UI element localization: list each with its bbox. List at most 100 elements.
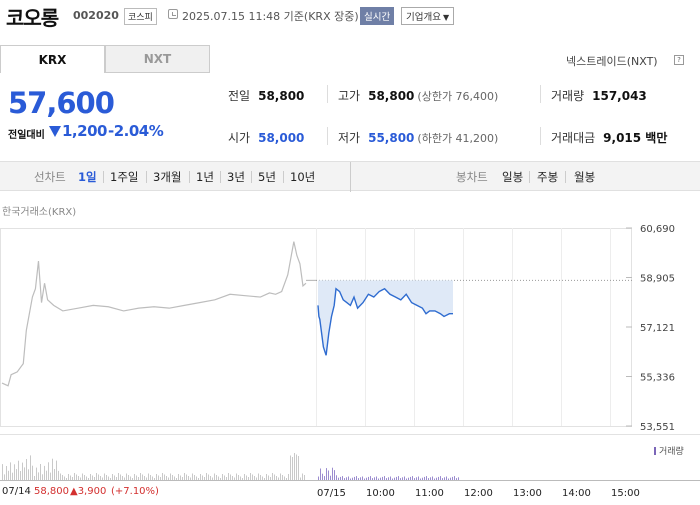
company-info-dropdown[interactable]: 기업개요 ▼ xyxy=(401,7,455,25)
volume-bar xyxy=(74,473,75,480)
volume-bar xyxy=(206,473,207,480)
volume-bar xyxy=(340,476,341,480)
volume-bar xyxy=(238,475,239,480)
stat-low: 저가 55,800 (하한가 41,200) xyxy=(338,129,498,146)
current-price: 57,600 xyxy=(8,86,115,120)
volume-bar xyxy=(116,477,117,480)
volume-bar xyxy=(72,477,73,480)
volume-bar xyxy=(260,475,261,480)
stat-prev: 전일 58,800 xyxy=(228,87,304,104)
volume-bar xyxy=(244,474,245,480)
period-10y[interactable]: 10년 xyxy=(290,170,316,184)
period-1d[interactable]: 1일 xyxy=(78,170,97,184)
volume-bar xyxy=(144,476,145,480)
volume-bar xyxy=(412,476,413,480)
tab-nxt[interactable]: NXT xyxy=(105,45,210,73)
x-tick-label: 11:00 xyxy=(415,488,444,499)
volume-bar xyxy=(90,474,91,480)
volume-bar xyxy=(346,477,347,480)
volume-bar xyxy=(332,467,333,480)
volume-bar xyxy=(288,474,289,480)
volume-bar xyxy=(274,474,275,480)
volume-bar xyxy=(160,477,161,480)
volume-bar xyxy=(56,460,57,480)
volume-bar xyxy=(436,477,437,480)
nextrade-link[interactable]: 넥스트레이드(NXT) xyxy=(566,55,658,68)
volume-bar xyxy=(324,476,325,480)
divider xyxy=(220,171,221,183)
volume-bar xyxy=(214,473,215,480)
volume-bar xyxy=(252,474,253,480)
volume-bar xyxy=(268,475,269,480)
volume-bar xyxy=(426,476,427,480)
volume-bar xyxy=(292,457,293,480)
volume-bar xyxy=(420,478,421,480)
volume-bar xyxy=(246,475,247,480)
volume-bar xyxy=(14,464,15,480)
volume-bar xyxy=(448,478,449,480)
period-5y[interactable]: 5년 xyxy=(258,170,276,184)
volume-bar xyxy=(4,474,5,480)
stat-high-label: 고가 xyxy=(338,89,361,103)
period-1w[interactable]: 1주일 xyxy=(110,170,139,184)
volume-bar xyxy=(234,477,235,480)
volume-bar xyxy=(188,476,189,480)
volume-bar xyxy=(348,476,349,480)
volume-bar xyxy=(106,475,107,480)
x-tick-label: 10:00 xyxy=(366,488,395,499)
volume-bar xyxy=(352,477,353,480)
candle-chart-label: 봉차트 xyxy=(456,170,488,184)
realtime-button[interactable]: 실시간 xyxy=(360,7,395,25)
volume-bar xyxy=(228,473,229,480)
y-tick-label: 58,905 xyxy=(640,274,675,285)
volume-bar xyxy=(342,476,343,480)
volume-bar xyxy=(384,476,385,480)
company-info-label: 기업개요 xyxy=(406,12,441,23)
candle-weekly[interactable]: 주봉 xyxy=(537,170,559,184)
stat-volume-value: 157,043 xyxy=(592,89,647,103)
volume-bar xyxy=(76,474,77,480)
help-icon[interactable]: ? xyxy=(674,55,684,65)
volume-bar xyxy=(450,477,451,480)
volume-bar xyxy=(248,477,249,480)
volume-bar xyxy=(272,473,273,480)
period-1y[interactable]: 1년 xyxy=(196,170,214,184)
candle-monthly[interactable]: 월봉 xyxy=(574,170,596,184)
volume-bar xyxy=(82,473,83,480)
volume-bar xyxy=(454,476,455,480)
tab-krx[interactable]: KRX xyxy=(0,45,105,73)
volume-bar xyxy=(6,466,7,480)
volume-bar xyxy=(44,465,45,480)
volume-bar xyxy=(102,477,103,480)
volume-bar xyxy=(278,477,279,480)
volume-bar xyxy=(320,468,321,480)
volume-bar xyxy=(84,475,85,480)
volume-bar xyxy=(54,469,55,480)
volume-bar xyxy=(30,455,31,480)
quote-datetime: 2025.07.15 11:48 기준(KRX 장중) xyxy=(182,10,359,23)
volume-bar xyxy=(168,477,169,480)
volume-bar xyxy=(430,477,431,480)
x-tick-label: 13:00 xyxy=(513,488,542,499)
volume-bar xyxy=(20,471,21,480)
volume-bar xyxy=(212,477,213,480)
volume-bar xyxy=(264,478,265,480)
x-tick-label: 07/15 xyxy=(317,488,346,499)
volume-bar xyxy=(404,476,405,480)
volume-bar xyxy=(250,473,251,480)
period-3m[interactable]: 3개월 xyxy=(153,170,182,184)
volume-bar xyxy=(180,475,181,480)
candle-daily[interactable]: 일봉 xyxy=(502,170,524,184)
series-line-0715 xyxy=(317,287,453,356)
volume-bar xyxy=(456,478,457,480)
volume-bar xyxy=(178,474,179,480)
volume-bar xyxy=(276,476,277,480)
volume-bar xyxy=(166,476,167,480)
volume-bar xyxy=(176,478,177,480)
stat-amount: 거래대금 9,015 백만 xyxy=(551,129,667,146)
period-3y[interactable]: 3년 xyxy=(227,170,245,184)
volume-bar xyxy=(262,476,263,480)
y-tick-label: 60,690 xyxy=(640,224,675,235)
volume-bar xyxy=(396,476,397,480)
